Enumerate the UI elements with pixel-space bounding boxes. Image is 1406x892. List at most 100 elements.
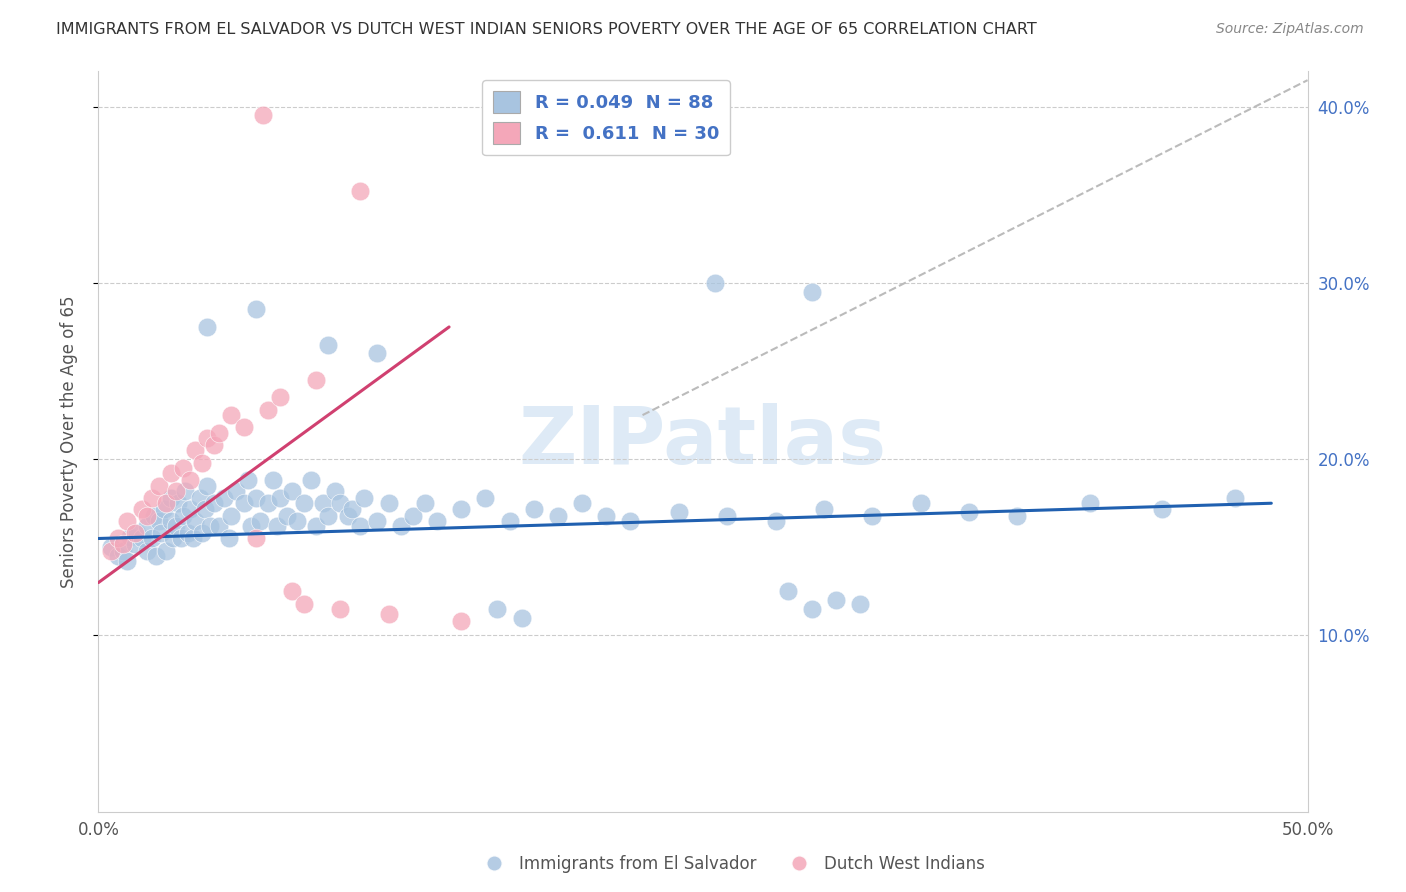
Point xyxy=(179,473,201,487)
Point xyxy=(155,544,177,558)
Point xyxy=(162,532,184,546)
Point xyxy=(389,519,412,533)
Point xyxy=(152,501,174,516)
Point xyxy=(486,602,509,616)
Point xyxy=(245,532,267,546)
Point xyxy=(849,597,872,611)
Point xyxy=(252,108,274,122)
Point xyxy=(269,491,291,505)
Point xyxy=(800,602,823,616)
Point xyxy=(329,496,352,510)
Point xyxy=(160,491,183,505)
Point xyxy=(107,532,129,546)
Point xyxy=(377,607,399,622)
Point xyxy=(141,491,163,505)
Point xyxy=(172,508,194,523)
Point xyxy=(776,584,799,599)
Text: IMMIGRANTS FROM EL SALVADOR VS DUTCH WEST INDIAN SENIORS POVERTY OVER THE AGE OF: IMMIGRANTS FROM EL SALVADOR VS DUTCH WES… xyxy=(56,22,1038,37)
Point xyxy=(281,584,304,599)
Point xyxy=(174,483,197,498)
Point xyxy=(305,519,328,533)
Point xyxy=(813,501,835,516)
Text: Source: ZipAtlas.com: Source: ZipAtlas.com xyxy=(1216,22,1364,37)
Point xyxy=(910,496,932,510)
Point xyxy=(316,337,339,351)
Point xyxy=(262,473,284,487)
Point xyxy=(221,408,243,422)
Point xyxy=(150,526,173,541)
Point xyxy=(704,276,727,290)
Y-axis label: Seniors Poverty Over the Age of 65: Seniors Poverty Over the Age of 65 xyxy=(59,295,77,588)
Point xyxy=(239,519,262,533)
Point xyxy=(232,420,254,434)
Point xyxy=(668,505,690,519)
Point xyxy=(266,519,288,533)
Point xyxy=(800,285,823,299)
Point xyxy=(204,496,226,510)
Point xyxy=(1007,508,1029,523)
Point xyxy=(366,346,388,360)
Point xyxy=(299,473,322,487)
Point xyxy=(204,438,226,452)
Point xyxy=(860,508,883,523)
Point xyxy=(117,514,139,528)
Point xyxy=(181,532,204,546)
Point xyxy=(619,514,641,528)
Point xyxy=(124,526,146,541)
Point xyxy=(135,544,157,558)
Point xyxy=(498,514,520,528)
Point xyxy=(124,537,146,551)
Point xyxy=(184,514,207,528)
Point xyxy=(100,541,122,555)
Point xyxy=(221,508,243,523)
Point xyxy=(172,461,194,475)
Point xyxy=(245,302,267,317)
Point xyxy=(366,514,388,528)
Point xyxy=(177,526,200,541)
Point xyxy=(145,549,167,563)
Point xyxy=(195,431,218,445)
Point xyxy=(131,501,153,516)
Point xyxy=(131,532,153,546)
Point xyxy=(218,532,240,546)
Point xyxy=(957,505,980,519)
Point xyxy=(212,491,235,505)
Point xyxy=(523,501,546,516)
Point xyxy=(198,519,221,533)
Point xyxy=(238,473,260,487)
Point xyxy=(825,593,848,607)
Point xyxy=(413,496,436,510)
Point xyxy=(135,508,157,523)
Point xyxy=(155,496,177,510)
Point xyxy=(117,554,139,568)
Point xyxy=(179,501,201,516)
Point xyxy=(249,514,271,528)
Point xyxy=(547,508,569,523)
Point xyxy=(256,496,278,510)
Point xyxy=(100,544,122,558)
Point xyxy=(148,514,170,528)
Point xyxy=(1152,501,1174,516)
Point xyxy=(191,526,214,541)
Point xyxy=(474,491,496,505)
Point xyxy=(305,373,328,387)
Point xyxy=(194,501,217,516)
Text: ZIPatlas: ZIPatlas xyxy=(519,402,887,481)
Point xyxy=(148,478,170,492)
Point xyxy=(1078,496,1101,510)
Point xyxy=(208,425,231,440)
Point xyxy=(160,514,183,528)
Point xyxy=(245,491,267,505)
Point xyxy=(107,549,129,563)
Point xyxy=(111,537,134,551)
Point xyxy=(312,496,335,510)
Point xyxy=(402,508,425,523)
Point xyxy=(450,615,472,629)
Point xyxy=(329,602,352,616)
Point xyxy=(135,519,157,533)
Point xyxy=(292,597,315,611)
Point xyxy=(111,544,134,558)
Point xyxy=(292,496,315,510)
Point xyxy=(595,508,617,523)
Point xyxy=(281,483,304,498)
